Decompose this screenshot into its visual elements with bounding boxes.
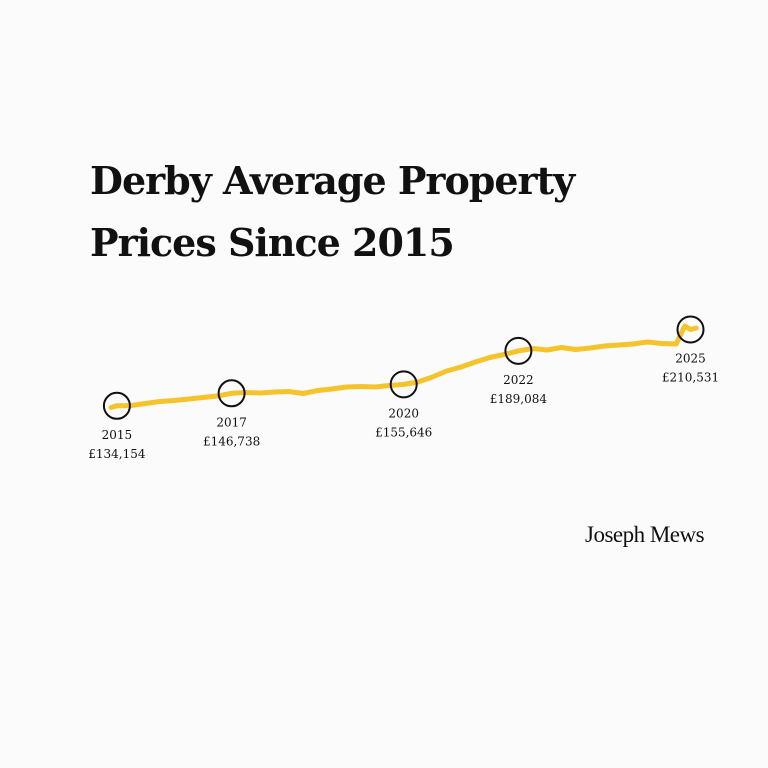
highlight-marker-2020 — [389, 370, 418, 399]
highlight-marker-2017 — [217, 379, 246, 408]
highlight-year-2015: 2015 — [102, 428, 133, 442]
highlight-value-2017: £146,738 — [203, 434, 260, 448]
brand-name: Joseph Mews — [585, 522, 705, 547]
highlight-marker-2015 — [102, 391, 131, 420]
chart-title: Derby Average Property Prices Since 2015 — [90, 150, 650, 274]
label-layer: 2015 £134,154 2017 £146,738 2020 £155,646 2022… — [88, 352, 719, 461]
line-layer — [108, 323, 699, 410]
highlight-value-2025: £210,531 — [662, 371, 719, 385]
highlight-value-2015: £134,154 — [88, 447, 146, 461]
marker-layer — [102, 315, 705, 420]
chart-title-line-2: Prices Since 2015 — [90, 220, 455, 265]
highlight-year-2020: 2020 — [388, 406, 419, 420]
highlight-value-2022: £189,084 — [490, 392, 548, 406]
highlight-marker-2025 — [676, 315, 705, 344]
highlight-marker-2022 — [504, 336, 533, 365]
highlight-value-2020: £155,646 — [375, 425, 432, 439]
highlight-year-2017: 2017 — [216, 415, 247, 429]
chart-title-line-1: Derby Average Property — [90, 158, 575, 203]
highlight-year-2025: 2025 — [675, 352, 706, 366]
highlight-year-2022: 2022 — [503, 373, 534, 387]
price-series-line-0 — [108, 323, 699, 410]
